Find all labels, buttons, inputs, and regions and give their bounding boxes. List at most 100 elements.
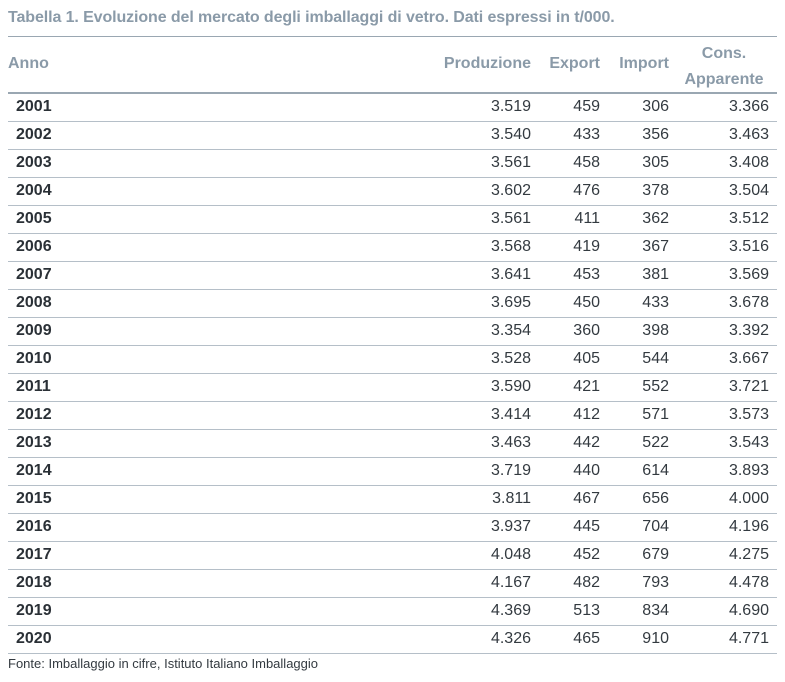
cell-export: 412 — [573, 406, 600, 423]
cell-import: 793 — [642, 574, 669, 591]
cell-produzione: 3.695 — [490, 294, 531, 311]
cell-cons-apparente: 3.408 — [728, 154, 769, 171]
cell-produzione: 4.048 — [490, 546, 531, 563]
cell-anno: 2005 — [16, 210, 52, 227]
cell-anno: 2012 — [16, 406, 52, 423]
cell-anno: 2007 — [16, 266, 52, 283]
cell-export: 453 — [573, 266, 600, 283]
cell-cons-apparente: 4.000 — [728, 490, 769, 507]
cell-cons-apparente: 3.573 — [728, 406, 769, 423]
cell-produzione: 3.414 — [490, 406, 531, 423]
cell-cons-apparente: 3.392 — [728, 322, 769, 339]
table-row: 2007 3.641 453 381 3.569 — [8, 262, 777, 290]
cell-cons-apparente: 3.504 — [728, 182, 769, 199]
cell-cons-apparente: 4.478 — [728, 574, 769, 591]
cell-export: 405 — [573, 350, 600, 367]
cell-export: 476 — [573, 182, 600, 199]
cell-cons-apparente: 3.543 — [728, 434, 769, 451]
cell-export: 433 — [573, 126, 600, 143]
cell-import: 614 — [642, 462, 669, 479]
cell-anno: 2010 — [16, 350, 52, 367]
cell-export: 459 — [573, 98, 600, 115]
cell-import: 306 — [642, 98, 669, 115]
table-row: 2019 4.369 513 834 4.690 — [8, 598, 777, 626]
table-row: 2004 3.602 476 378 3.504 — [8, 178, 777, 206]
cell-produzione: 3.463 — [490, 434, 531, 451]
cell-cons-apparente: 4.690 — [728, 602, 769, 619]
cell-export: 467 — [573, 490, 600, 507]
cell-anno: 2020 — [16, 630, 52, 647]
cell-produzione: 3.641 — [490, 266, 531, 283]
header-anno: Anno — [8, 55, 49, 72]
cell-cons-apparente: 3.721 — [728, 378, 769, 395]
cell-anno: 2015 — [16, 490, 52, 507]
cell-cons-apparente: 4.771 — [728, 630, 769, 647]
cell-produzione: 3.811 — [492, 490, 531, 507]
cell-cons-apparente: 3.463 — [728, 126, 769, 143]
table-row: 2016 3.937 445 704 4.196 — [8, 514, 777, 542]
cell-produzione: 3.561 — [490, 210, 531, 227]
cell-import: 381 — [642, 266, 669, 283]
table-body: 2001 3.519 459 306 3.366 2002 3.540 433 356 3.463… — [8, 94, 777, 654]
header-cons-line1: Cons. — [701, 45, 747, 62]
cell-import: 305 — [642, 154, 669, 171]
cell-anno: 2009 — [16, 322, 52, 339]
cell-anno: 2011 — [16, 378, 51, 395]
cell-export: 458 — [573, 154, 600, 171]
cell-import: 656 — [642, 490, 669, 507]
cell-anno: 2013 — [16, 434, 52, 451]
cell-import: 378 — [642, 182, 669, 199]
cell-export: 450 — [573, 294, 600, 311]
cell-import: 544 — [642, 350, 669, 367]
cell-export: 442 — [573, 434, 600, 451]
cell-produzione: 3.568 — [490, 238, 531, 255]
cell-export: 513 — [573, 602, 600, 619]
cell-export: 465 — [573, 630, 600, 647]
cell-produzione: 4.167 — [490, 574, 531, 591]
cell-export: 482 — [573, 574, 600, 591]
table-row: 2014 3.719 440 614 3.893 — [8, 458, 777, 486]
table-row: 2018 4.167 482 793 4.478 — [8, 570, 777, 598]
cell-import: 356 — [642, 126, 669, 143]
table-row: 2013 3.463 442 522 3.543 — [8, 430, 777, 458]
cell-import: 834 — [642, 602, 669, 619]
cell-import: 704 — [642, 518, 669, 535]
table-row: 2015 3.811 467 656 4.000 — [8, 486, 777, 514]
cell-export: 421 — [573, 378, 600, 395]
cell-import: 398 — [642, 322, 669, 339]
cell-anno: 2003 — [16, 154, 52, 171]
table-row: 2011 3.590 421 552 3.721 — [8, 374, 777, 402]
cell-produzione: 3.719 — [490, 462, 531, 479]
header-export: Export — [549, 55, 600, 72]
cell-anno: 2019 — [16, 602, 52, 619]
table-row: 2005 3.561 411 362 3.512 — [8, 206, 777, 234]
cell-produzione: 3.590 — [490, 378, 531, 395]
source-note: Fonte: Imballaggio in cifre, Istituto It… — [8, 656, 319, 671]
cell-import: 433 — [642, 294, 669, 311]
header-cons-apparente: Cons. Apparente — [679, 41, 769, 93]
table-row: 2017 4.048 452 679 4.275 — [8, 542, 777, 570]
cell-export: 445 — [573, 518, 600, 535]
cell-export: 452 — [573, 546, 600, 563]
cell-cons-apparente: 3.516 — [728, 238, 769, 255]
table-row: 2020 4.326 465 910 4.771 — [8, 626, 777, 654]
cell-import: 571 — [642, 406, 669, 423]
cell-cons-apparente: 4.196 — [728, 518, 769, 535]
header-import: Import — [619, 55, 669, 72]
table-row: 2008 3.695 450 433 3.678 — [8, 290, 777, 318]
cell-import: 367 — [642, 238, 669, 255]
cell-anno: 2002 — [16, 126, 52, 143]
cell-anno: 2017 — [16, 546, 52, 563]
cell-export: 419 — [573, 238, 600, 255]
cell-anno: 2006 — [16, 238, 52, 255]
table-row: 2009 3.354 360 398 3.392 — [8, 318, 777, 346]
cell-export: 440 — [573, 462, 600, 479]
cell-produzione: 3.937 — [490, 518, 531, 535]
cell-export: 360 — [573, 322, 600, 339]
header-produzione: Produzione — [443, 55, 531, 72]
table-row: 2003 3.561 458 305 3.408 — [8, 150, 777, 178]
data-table: Anno Produzione Export Import Cons. Appa… — [8, 36, 777, 654]
table-row: 2001 3.519 459 306 3.366 — [8, 94, 777, 122]
cell-produzione: 4.369 — [490, 602, 531, 619]
cell-export: 411 — [574, 210, 600, 227]
